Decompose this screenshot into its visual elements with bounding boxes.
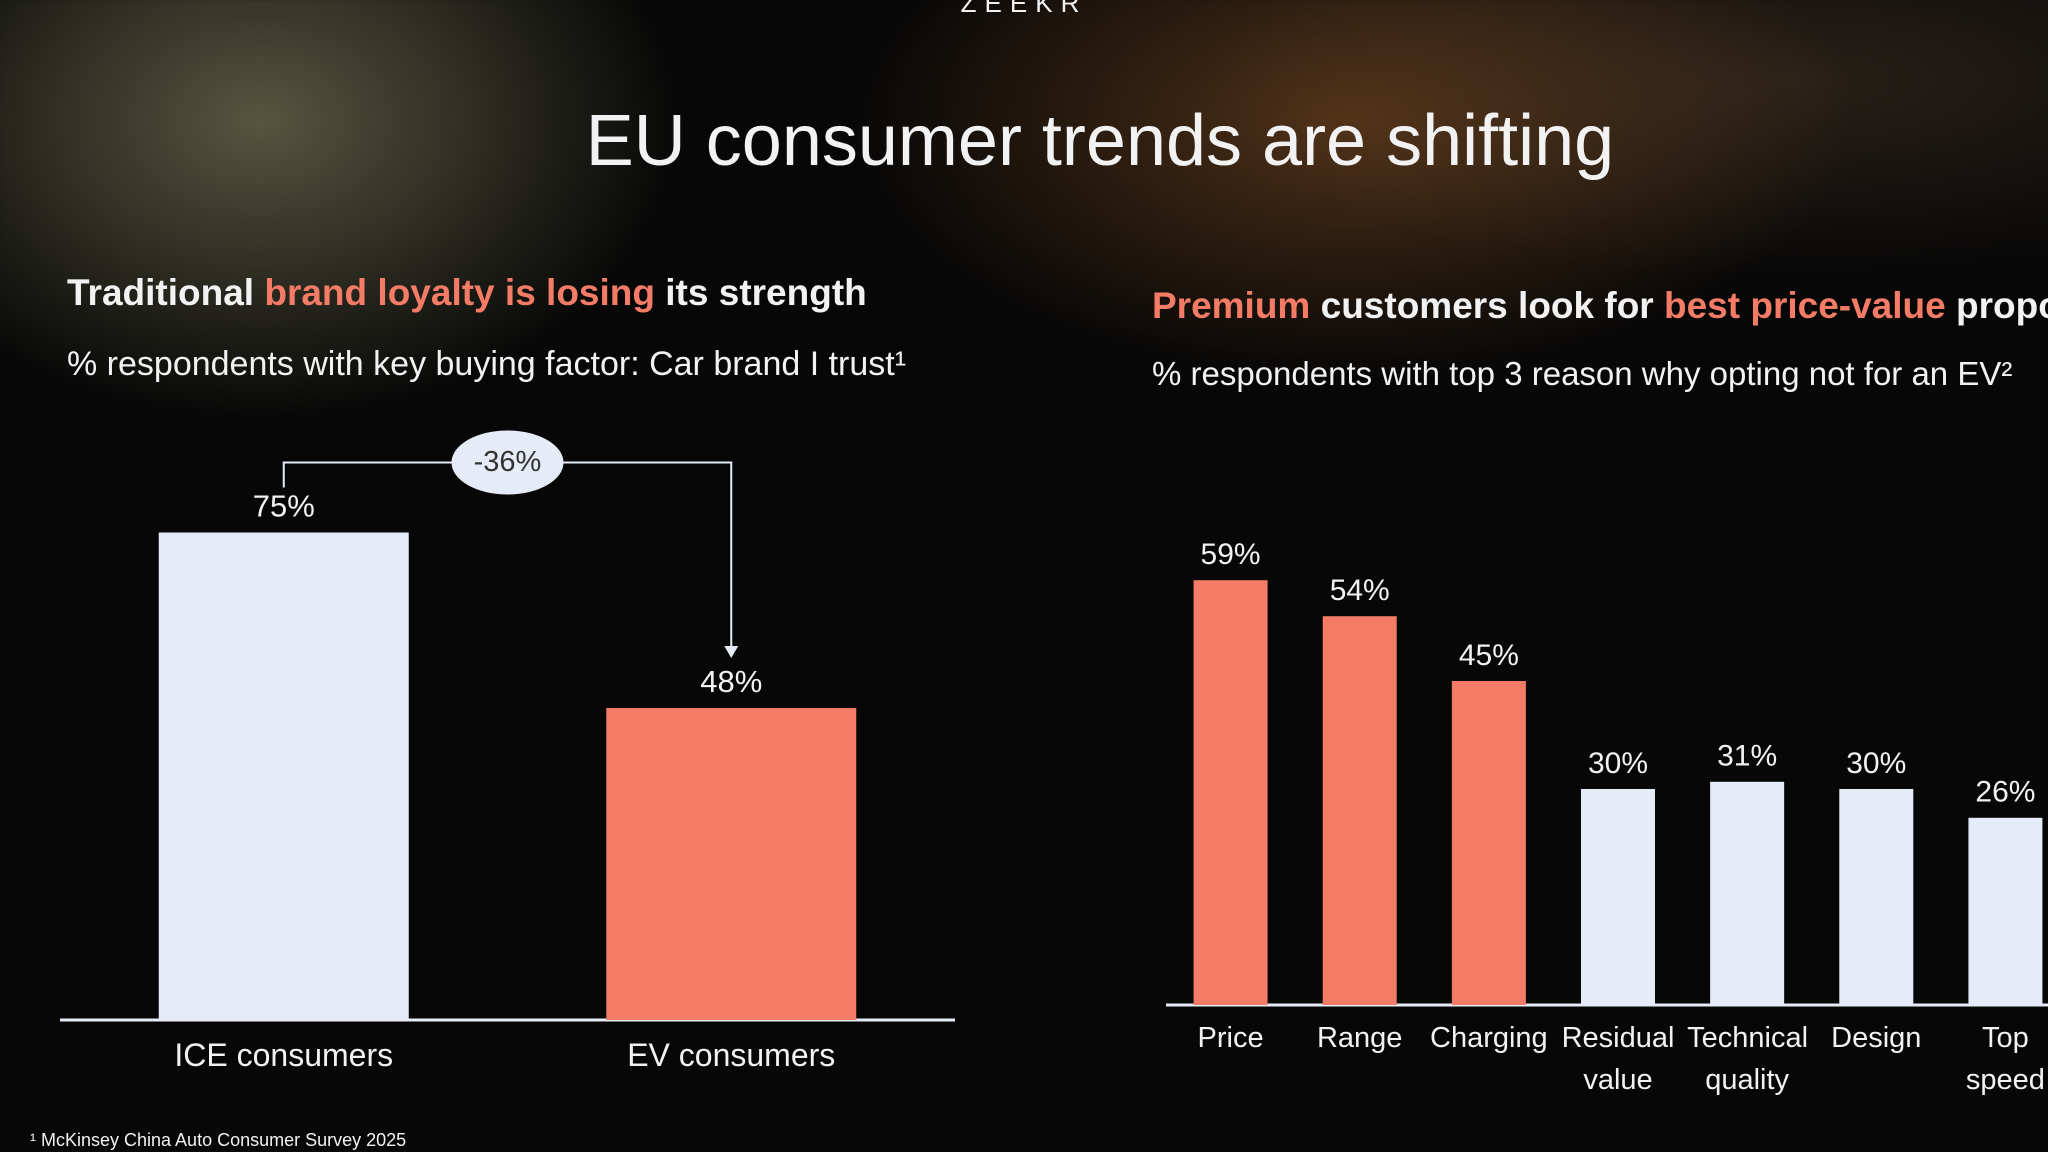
value-label: 54% — [1330, 574, 1390, 607]
bar — [1581, 789, 1655, 1005]
title-segment: customers look for — [1310, 285, 1664, 326]
title-segment: Traditional — [67, 272, 265, 313]
bar — [158, 532, 409, 1020]
footnote: ¹ McKinsey China Auto Consumer Survey 20… — [30, 1130, 407, 1150]
chart-title: Traditional brand loyalty is losing its … — [67, 272, 867, 314]
value-label: 26% — [1975, 776, 2035, 809]
x-tick-label: Price — [1197, 1022, 1264, 1054]
x-tick-label: Top speed — [1965, 1022, 2045, 1097]
value-label: 59% — [1201, 538, 1261, 571]
chart-subtitle: % respondents with top 3 reason why opti… — [1152, 355, 2013, 392]
bar — [1322, 616, 1397, 1005]
value-label: 31% — [1717, 740, 1777, 773]
chart-subtitle: % respondents with key buying factor: Ca… — [67, 345, 907, 383]
annotation-label: -36% — [474, 446, 542, 478]
value-label: 48% — [700, 664, 762, 699]
value-label: 75% — [253, 489, 315, 524]
title-segment: its strength — [655, 272, 867, 313]
annotation-arrow — [724, 646, 739, 658]
x-tick-label: Range — [1316, 1022, 1403, 1054]
value-label: 45% — [1459, 639, 1519, 672]
x-tick-label: EV consumers — [627, 1037, 836, 1073]
title-segment: proposit — [1955, 285, 2048, 326]
title-segment: Premium — [1152, 285, 1311, 326]
x-tick-label: ICE consumers — [174, 1037, 394, 1073]
value-label: 30% — [1588, 747, 1648, 780]
title-segment: brand loyalty is losing — [264, 272, 655, 313]
x-tick-label: Technical quality — [1687, 1022, 1809, 1097]
x-tick-label: Residual value — [1561, 1022, 1675, 1097]
x-tick-label: Design — [1831, 1022, 1922, 1054]
logo: ZEEKR — [960, 0, 1088, 18]
bar — [1839, 789, 1914, 1005]
bar — [1451, 681, 1526, 1005]
bar — [1710, 781, 1785, 1005]
x-tick-label: Charging — [1430, 1022, 1548, 1054]
value-label: 30% — [1846, 747, 1906, 780]
bar — [1193, 580, 1268, 1005]
annotation-bubble — [451, 430, 564, 495]
slide-title: EU consumer trends are shifting — [585, 101, 1615, 181]
title-segment: best price-value — [1663, 285, 1946, 326]
chart-title: Premium customers look for best price-va… — [1152, 285, 2048, 327]
bar — [606, 708, 857, 1020]
bar — [1968, 817, 2043, 1005]
